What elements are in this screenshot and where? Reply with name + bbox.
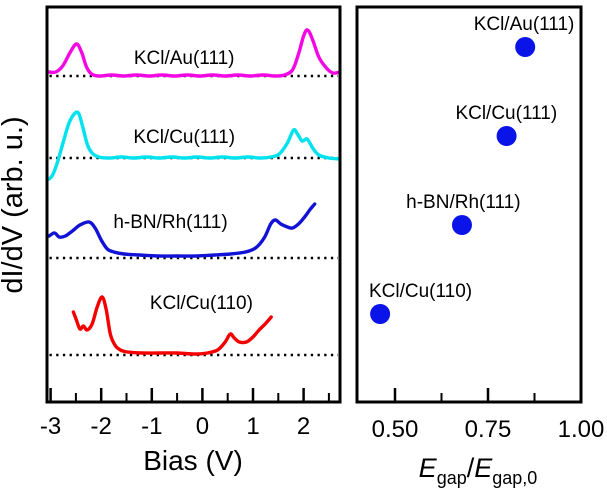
spectrum-curve-kcl-cu-110 (71, 295, 273, 356)
left-panel-frame (45, 5, 342, 404)
egap0-symbol: E (474, 453, 493, 483)
curve-label-kcl-cu-111: KCl/Cu(111) (133, 127, 235, 148)
spectrum-curve-kcl-au-111 (48, 28, 339, 78)
spectrum-curve-kcl-cu-111 (48, 110, 339, 181)
data-point-kcl-au-111 (515, 37, 536, 57)
egap-subscript: gap (437, 468, 467, 488)
curve-label-h-bn-rh-111: h-BN/Rh(111) (113, 212, 227, 233)
data-point-kcl-cu-111 (496, 126, 517, 146)
point-label-h-bn-rh-111: h-BN/Rh(111) (406, 192, 520, 213)
x-axis-label-bias: Bias (V) (143, 445, 243, 476)
curve-label-kcl-au-111: KCl/Au(111) (134, 48, 235, 69)
bias-tick-label: -2 (91, 413, 112, 440)
bias-tick-label: 0 (196, 413, 209, 440)
spectra-curves-group (48, 28, 339, 356)
data-point-kcl-cu-110 (370, 304, 391, 324)
bias-tick-label: -1 (141, 413, 162, 440)
bias-axis-ticks-group: -3 -2 -1 0 1 2 (40, 388, 330, 440)
right-panel-frame (355, 5, 583, 404)
point-label-kcl-au-111: KCl/Au(111) (474, 14, 575, 35)
egap-symbol: E (419, 453, 438, 483)
egap-slash: / (467, 453, 475, 483)
bias-tick-label: 1 (246, 413, 259, 440)
curve-label-kcl-cu-110: KCl/Cu(110) (150, 293, 253, 314)
egap-tick-label: 0.50 (372, 416, 419, 443)
point-label-kcl-cu-110: KCl/Cu(110) (369, 281, 472, 302)
bias-tick-label: 2 (297, 413, 310, 440)
egap-axis-ticks-group: 0.50 0.75 1.00 (372, 388, 605, 443)
spectrum-curve-h-bn-rh-111 (48, 202, 317, 258)
x-axis-label-egap: Egap/Egap,0 (419, 453, 538, 488)
egap-tick-label: 1.00 (558, 416, 605, 443)
scatter-points-group (370, 37, 536, 324)
egap0-subscript: gap,0 (492, 468, 537, 488)
point-label-kcl-cu-111: KCl/Cu(111) (455, 103, 557, 124)
scatter-labels-group: KCl/Au(111) KCl/Cu(111) h-BN/Rh(111) KCl/Cu… (369, 14, 574, 302)
y-axis-label-didv: dI/dV (arb. u.) (0, 116, 29, 293)
data-point-h-bn-rh-111 (451, 215, 472, 235)
curve-labels-group: KCl/Au(111) KCl/Cu(111) h-BN/Rh(111) KCl/Cu… (113, 48, 253, 314)
egap-tick-label: 0.75 (465, 416, 512, 443)
bias-tick-label: -3 (40, 413, 61, 440)
